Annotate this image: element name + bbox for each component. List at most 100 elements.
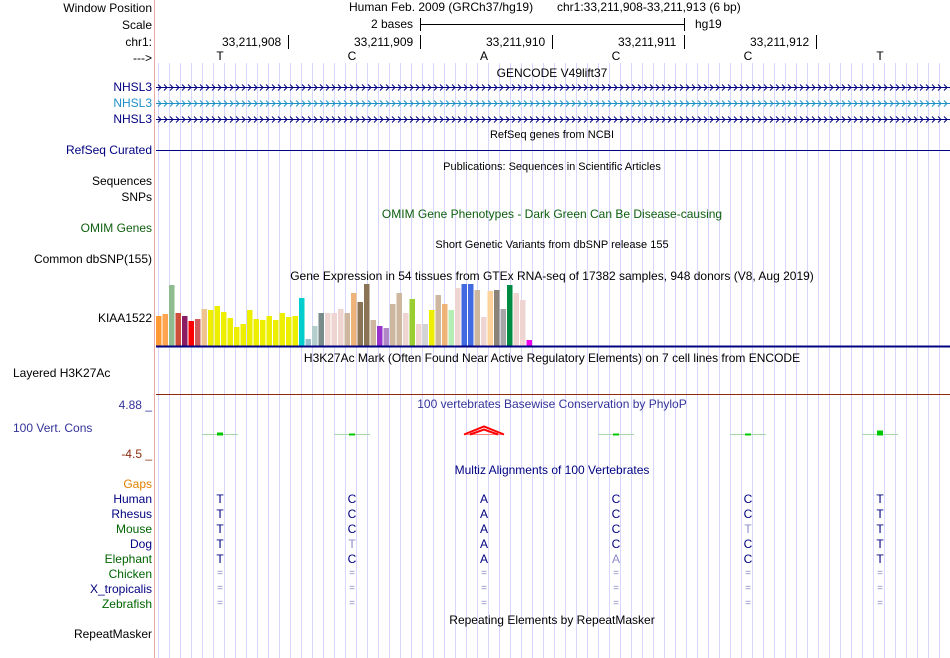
species-label[interactable]: Zebrafish [101, 597, 152, 611]
coordinate-tick-label: 33,211,911 [618, 35, 677, 49]
alignment-base: T [744, 522, 752, 536]
alignment-base: C [611, 537, 621, 551]
gtex-tissue-bar [279, 313, 285, 346]
species-label[interactable]: Elephant [104, 552, 152, 566]
h3k27ac-track-title[interactable]: H3K27Ac Mark (Often Found Near Active Re… [303, 351, 801, 365]
gtex-tissue-bar [266, 316, 272, 346]
gtex-tissue-bar [513, 293, 519, 346]
repeatmasker-track-title[interactable]: Repeating Elements by RepeatMasker [449, 613, 655, 627]
gtex-tissue-bar [370, 320, 376, 346]
gtex-tissue-bar [429, 310, 435, 346]
reference-base: C [611, 49, 621, 63]
dbsnp-track-title[interactable]: Short Genetic Variants from dbSNP releas… [435, 239, 669, 251]
alignment-base: A [479, 537, 488, 551]
gtex-tissue-bar [325, 313, 331, 346]
alignment-base: = [613, 568, 619, 579]
gtex-gene-label[interactable]: KIAA1522 [97, 311, 152, 325]
conservation-min-label: -4.5 _ [121, 447, 152, 461]
species-label[interactable]: Chicken [108, 567, 152, 581]
alignment-base: = [877, 598, 883, 609]
alignment-base: A [479, 492, 488, 506]
repeatmasker-label[interactable]: RepeatMasker [73, 627, 152, 641]
gtex-tissue-bar [416, 324, 422, 346]
gtex-tissue-bar [409, 299, 415, 346]
reference-base: A [479, 49, 488, 63]
publications-snps-label[interactable]: SNPs [121, 190, 152, 204]
gtex-tissue-bar [422, 324, 428, 346]
gtex-tissue-bar [487, 291, 493, 346]
species-label[interactable]: Human [113, 492, 152, 506]
gtex-tissue-bar [338, 309, 344, 346]
gtex-tissue-bar [221, 312, 227, 346]
alignment-base: = [349, 598, 355, 609]
omim-genes-label[interactable]: OMIM Genes [80, 221, 152, 235]
gtex-tissue-bar [234, 327, 240, 346]
coordinate-tick-label: 33,211,909 [354, 35, 414, 49]
alignment-base: T [876, 492, 884, 506]
gtex-tissue-bar [292, 316, 298, 346]
omim-track-title[interactable]: OMIM Gene Phenotypes - Dark Green Can Be… [381, 207, 723, 221]
conservation-score-peak [463, 425, 505, 436]
alignment-base: T [216, 492, 224, 506]
gtex-tissue-bar [377, 326, 383, 346]
species-label[interactable]: Dog [129, 537, 152, 551]
gtex-tissue-bar [344, 313, 350, 346]
gtex-tissue-bar [364, 284, 370, 346]
gtex-tissue-bar [247, 310, 253, 346]
alignment-base: T [216, 537, 224, 551]
alignment-base: T [216, 552, 224, 566]
transcript-label[interactable]: NHSL3 [113, 96, 152, 110]
reference-base: T [216, 49, 224, 63]
gtex-tissue-bar [208, 310, 214, 346]
alignment-base: C [347, 492, 357, 506]
gtex-tissue-bar [182, 316, 188, 346]
gtex-tissue-bar [448, 310, 454, 346]
assembly-title: Human Feb. 2009 (GRCh37/hg19) [349, 0, 534, 14]
gtex-tissue-bar [520, 300, 526, 346]
alignment-base: = [745, 568, 751, 579]
gtex-tissue-bar [305, 339, 311, 346]
gtex-track-title[interactable]: Gene Expression in 54 tissues from GTEx … [290, 269, 814, 283]
gencode-track-title[interactable]: GENCODE V49lift37 [496, 66, 608, 80]
gtex-tissue-bar [286, 317, 292, 346]
publications-track-title[interactable]: Publications: Sequences in Scientific Ar… [443, 161, 661, 173]
gtex-tissue-bar [240, 324, 246, 346]
conservation-label[interactable]: 100 Vert. Cons [13, 421, 93, 435]
conservation-score-bar [745, 433, 751, 436]
gaps-label[interactable]: Gaps [123, 477, 152, 491]
alignment-base: T [216, 507, 224, 521]
gtex-tissue-bar [175, 313, 181, 346]
alignment-base: = [745, 583, 751, 594]
alignment-base: A [479, 552, 488, 566]
alignment-base: A [479, 507, 488, 521]
gtex-tissue-bar [299, 298, 305, 346]
transcript-label[interactable]: NHSL3 [113, 112, 152, 126]
alignment-base: C [611, 492, 621, 506]
species-label[interactable]: Mouse [115, 522, 152, 536]
gtex-tissue-bar [383, 328, 389, 346]
conservation-track-title[interactable]: 100 vertebrates Basewise Conservation by… [417, 397, 687, 411]
species-label[interactable]: Rhesus [111, 507, 152, 521]
dbsnp-label[interactable]: Common dbSNP(155) [33, 252, 152, 266]
reference-base: C [347, 49, 357, 63]
refseq-track-title[interactable]: RefSeq genes from NCBI [489, 129, 615, 141]
gtex-tissue-bar [201, 309, 207, 346]
gtex-tissue-bar [455, 288, 461, 346]
h3k27ac-label[interactable]: Layered H3K27Ac [13, 366, 111, 380]
multiz-track-title[interactable]: Multiz Alignments of 100 Vertebrates [454, 463, 650, 477]
transcript-label[interactable]: NHSL3 [113, 80, 152, 94]
gtex-tissue-bar [390, 304, 396, 346]
alignment-base: C [347, 507, 357, 521]
gtex-tissue-bar [474, 290, 480, 346]
publications-sequences-label[interactable]: Sequences [91, 174, 152, 188]
alignment-base: C [743, 507, 753, 521]
refseq-curated-label[interactable]: RefSeq Curated [65, 143, 152, 157]
alignment-base: = [877, 583, 883, 594]
alignment-base: C [743, 552, 753, 566]
transcript-strand-chevrons [157, 84, 948, 91]
species-label[interactable]: X_tropicalis [89, 582, 152, 596]
alignment-base: C [743, 537, 753, 551]
alignment-base: = [481, 583, 487, 594]
alignment-base: T [876, 552, 884, 566]
